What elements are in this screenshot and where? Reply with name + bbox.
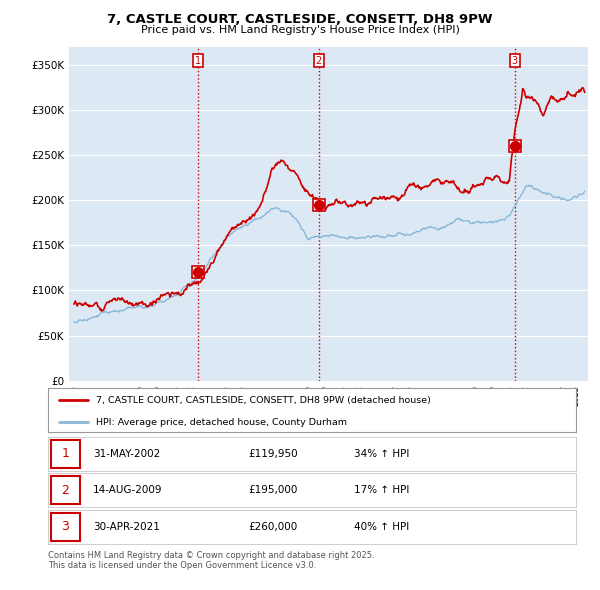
Text: £195,000: £195,000 (248, 486, 298, 495)
Text: 1: 1 (195, 55, 201, 65)
Text: 14-AUG-2009: 14-AUG-2009 (93, 486, 163, 495)
Text: £119,950: £119,950 (248, 449, 298, 458)
Text: 30-APR-2021: 30-APR-2021 (93, 522, 160, 532)
Text: Contains HM Land Registry data © Crown copyright and database right 2025.
This d: Contains HM Land Registry data © Crown c… (48, 551, 374, 571)
Text: 1: 1 (61, 447, 70, 460)
Text: 31-MAY-2002: 31-MAY-2002 (93, 449, 160, 458)
Text: 7, CASTLE COURT, CASTLESIDE, CONSETT, DH8 9PW: 7, CASTLE COURT, CASTLESIDE, CONSETT, DH… (107, 13, 493, 26)
Text: 3: 3 (512, 55, 518, 65)
Text: £260,000: £260,000 (248, 522, 298, 532)
Text: HPI: Average price, detached house, County Durham: HPI: Average price, detached house, Coun… (95, 418, 347, 427)
Text: 3: 3 (61, 520, 70, 533)
Text: 2: 2 (61, 484, 70, 497)
Text: 40% ↑ HPI: 40% ↑ HPI (354, 522, 409, 532)
Text: 17% ↑ HPI: 17% ↑ HPI (354, 486, 410, 495)
Text: 2: 2 (316, 55, 322, 65)
Text: 7, CASTLE COURT, CASTLESIDE, CONSETT, DH8 9PW (detached house): 7, CASTLE COURT, CASTLESIDE, CONSETT, DH… (95, 395, 430, 405)
Text: Price paid vs. HM Land Registry's House Price Index (HPI): Price paid vs. HM Land Registry's House … (140, 25, 460, 35)
Text: 34% ↑ HPI: 34% ↑ HPI (354, 449, 410, 458)
